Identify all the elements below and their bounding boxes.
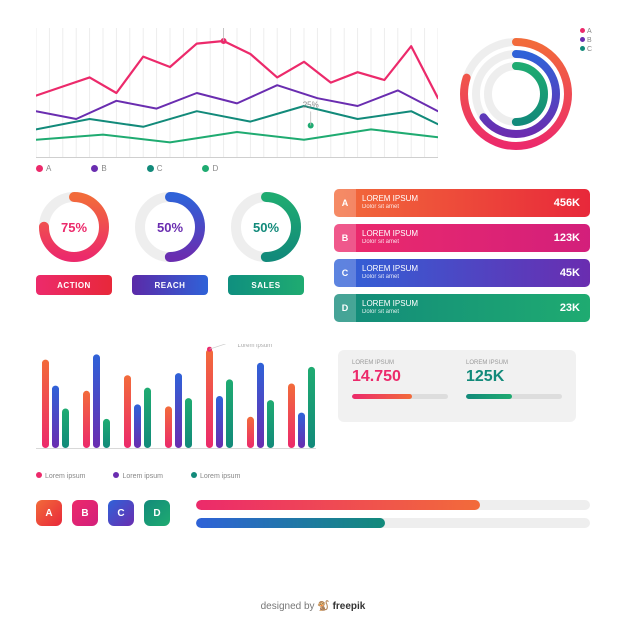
stat-tag: C — [334, 259, 356, 287]
stat-value: 23K — [560, 302, 590, 314]
stat-desc: LOREM IPSUMDolor sit amet — [356, 195, 554, 210]
donut-value: 75% — [36, 189, 112, 265]
chip-C[interactable]: C — [108, 500, 134, 526]
donut-action: 75% ACTION — [36, 189, 112, 322]
stat-desc: LOREM IPSUMDolor sit amet — [356, 230, 554, 245]
line-chart: 90%25% — [36, 28, 438, 158]
stat-tag: B — [334, 224, 356, 252]
kpi-value: 14.750 — [352, 368, 448, 386]
svg-text:Lorem ipsum: Lorem ipsum — [238, 344, 273, 349]
attribution: designed by 🐒 freepik — [0, 601, 626, 612]
kpi-item: LOREM IPSUM 14.750 — [352, 360, 448, 412]
kpi-label: LOREM IPSUM — [352, 360, 448, 366]
stat-value: 123K — [554, 232, 590, 244]
progress-bars — [196, 500, 590, 528]
kpi-item: LOREM IPSUM 125K — [466, 360, 562, 412]
stat-desc: LOREM IPSUMDolor sit amet — [356, 300, 560, 315]
donut-value: 50% — [132, 189, 208, 265]
radial-chart: ABC — [452, 28, 590, 158]
stat-tag: D — [334, 294, 356, 322]
chip-A[interactable]: A — [36, 500, 62, 526]
chip-B[interactable]: B — [72, 500, 98, 526]
stat-value: 45K — [560, 267, 590, 279]
svg-text:25%: 25% — [303, 101, 319, 110]
stat-card-D[interactable]: DLOREM IPSUMDolor sit amet23K — [334, 294, 590, 322]
kpi-label: LOREM IPSUM — [466, 360, 562, 366]
stat-card-A[interactable]: ALOREM IPSUMDolor sit amet456K — [334, 189, 590, 217]
donut-button[interactable]: REACH — [132, 275, 208, 295]
stat-value: 456K — [554, 197, 590, 209]
donut-reach: 50% REACH — [132, 189, 208, 322]
stat-cards: ALOREM IPSUMDolor sit amet456KBLOREM IPS… — [334, 189, 590, 322]
stat-desc: LOREM IPSUMDolor sit amet — [356, 265, 560, 280]
kpi-panel: LOREM IPSUM 14.750 LOREM IPSUM 125K — [338, 350, 576, 422]
chip-D[interactable]: D — [144, 500, 170, 526]
donut-value: 50% — [228, 189, 304, 265]
stat-card-C[interactable]: CLOREM IPSUMDolor sit amet45K — [334, 259, 590, 287]
kpi-value: 125K — [466, 368, 562, 386]
donut-row: 75% ACTION 50% REACH 50% SALES — [36, 189, 304, 322]
stat-card-B[interactable]: BLOREM IPSUMDolor sit amet123K — [334, 224, 590, 252]
category-chips: ABCD — [36, 500, 170, 526]
donut-button[interactable]: SALES — [228, 275, 304, 295]
stat-tag: A — [334, 189, 356, 217]
progress-bar — [196, 500, 590, 510]
bar-chart: 90%Lorem ipsum Lorem ipsumLorem ipsumLor… — [36, 344, 316, 480]
donut-sales: 50% SALES — [228, 189, 304, 322]
progress-bar — [196, 518, 590, 528]
line-chart-legend: ABCD — [36, 164, 590, 173]
donut-button[interactable]: ACTION — [36, 275, 112, 295]
